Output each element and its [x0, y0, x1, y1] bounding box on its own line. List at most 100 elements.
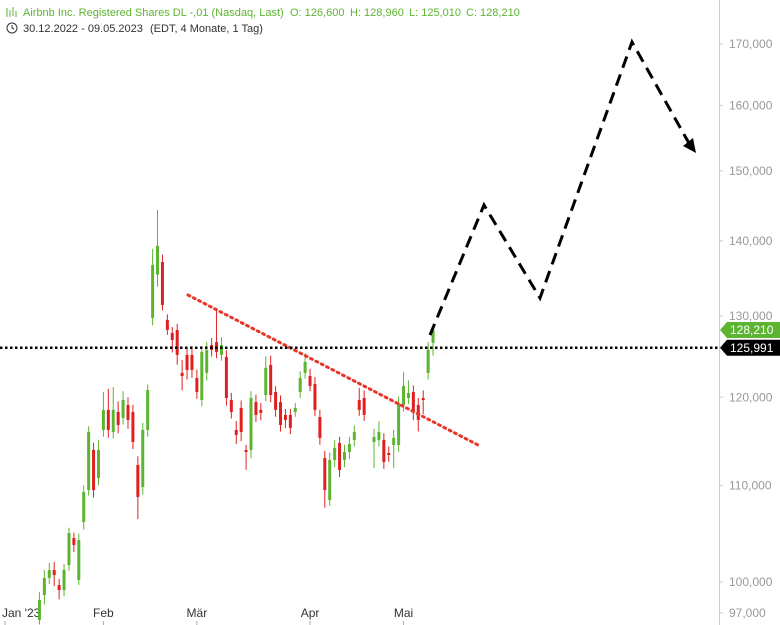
- candle-body: [406, 392, 410, 398]
- candle-body: [62, 570, 66, 591]
- y-tick-label: 150,000: [729, 164, 773, 178]
- candle-body: [151, 264, 155, 318]
- candle-body: [219, 344, 223, 355]
- candle-body: [387, 452, 391, 456]
- candle-body: [180, 372, 184, 376]
- candle-body: [333, 447, 337, 460]
- forecast-path: [428, 38, 692, 336]
- candle-body: [338, 442, 342, 470]
- candle-body: [411, 391, 415, 412]
- candle-body: [37, 600, 41, 621]
- candle-body: [136, 465, 140, 497]
- x-tick-label: Mär: [187, 606, 208, 620]
- candle-body: [377, 431, 381, 440]
- x-tick-label: Mai: [394, 606, 413, 620]
- candle-body: [352, 431, 356, 440]
- chart-title: Airbnb Inc. Registered Shares DL -,01 (N…: [23, 7, 284, 19]
- candle-body: [92, 449, 96, 491]
- ohlc-low: L: 125,010: [409, 7, 461, 19]
- trend-line: [186, 293, 480, 447]
- candle-body: [195, 377, 199, 392]
- ohlc-close: C: 128,210: [466, 7, 520, 19]
- candle-body: [288, 414, 292, 428]
- candle-body: [264, 367, 268, 396]
- candle-body: [185, 354, 189, 370]
- candle-body: [303, 361, 307, 373]
- candle-body: [392, 437, 396, 445]
- y-tick-label: 120,000: [729, 390, 773, 404]
- y-tick-label: 170,000: [729, 37, 773, 51]
- candle-body: [42, 577, 46, 595]
- candle-body: [121, 399, 125, 418]
- candle-body: [274, 391, 278, 410]
- candle-body: [141, 429, 145, 488]
- reference-price-label: 125,991: [730, 341, 774, 355]
- candle-body: [328, 459, 332, 501]
- candle-body: [160, 262, 164, 305]
- candle-body: [111, 409, 115, 432]
- candle-body: [101, 409, 105, 430]
- candle-body: [357, 399, 361, 410]
- candle-body: [254, 402, 258, 415]
- candle-body: [87, 431, 91, 491]
- candle-body: [431, 330, 435, 343]
- candle-body: [57, 585, 61, 591]
- candle-body: [77, 540, 81, 580]
- candle-body: [190, 354, 194, 370]
- candle-body: [313, 384, 317, 410]
- y-tick-label: 160,000: [729, 99, 773, 113]
- candle-body: [170, 332, 174, 340]
- candle-body: [362, 397, 366, 415]
- candle-body: [67, 533, 71, 566]
- clock-icon: [6, 22, 18, 34]
- candle-body: [146, 389, 150, 430]
- header: Airbnb Inc. Registered Shares DL -,01 (N…: [6, 7, 520, 35]
- y-tick-label: 100,000: [729, 575, 773, 589]
- candle-body: [131, 411, 135, 442]
- candle-body: [224, 356, 228, 398]
- candle-body: [116, 411, 120, 425]
- candle-body: [47, 570, 51, 578]
- candle-body: [165, 319, 169, 330]
- candle-body: [293, 407, 297, 412]
- y-tick-label: 110,000: [729, 479, 772, 493]
- candle-body: [239, 407, 243, 432]
- ohlc-high: H: 128,960: [350, 7, 404, 19]
- reference-price-box: [720, 339, 780, 356]
- candle-body: [397, 403, 401, 445]
- candle-body: [249, 397, 253, 450]
- x-tick-label: Feb: [93, 606, 114, 620]
- candle-body: [205, 349, 209, 373]
- candle-body: [318, 417, 322, 438]
- date-range: 30.12.2022 - 09.05.2023: [23, 23, 143, 35]
- x-tick-label: Jan '23: [2, 606, 41, 620]
- candle-body: [279, 402, 283, 425]
- candle-body: [269, 364, 273, 396]
- y-tick-label: 130,000: [729, 309, 773, 323]
- candle-body: [298, 377, 302, 392]
- ohlc-open: O: 126,600: [290, 7, 344, 19]
- candle-body: [372, 436, 376, 442]
- chart-info: (EDT, 4 Monate, 1 Tag): [150, 23, 263, 35]
- candle-body: [402, 385, 406, 406]
- candle-body: [426, 349, 430, 373]
- candle-body: [52, 570, 56, 576]
- candle-body: [347, 443, 351, 452]
- y-tick-label: 140,000: [729, 234, 773, 248]
- candle-body: [244, 449, 248, 452]
- chart-icon: [6, 7, 17, 17]
- candle-body: [126, 405, 130, 420]
- candle-body: [234, 429, 238, 435]
- x-tick-label: Apr: [301, 606, 320, 620]
- last-price-label: 128,210: [730, 323, 774, 337]
- forecast-arrowhead: [683, 138, 696, 153]
- candle-body: [156, 245, 160, 275]
- candle-body: [259, 409, 263, 413]
- candle-body: [229, 399, 233, 412]
- plot-area: 97,000 100,000 110,000 120,000 130,000 140,00…: [2, 37, 773, 625]
- candle-body: [82, 492, 86, 523]
- last-price-box: [720, 322, 780, 339]
- candle-body: [382, 439, 386, 463]
